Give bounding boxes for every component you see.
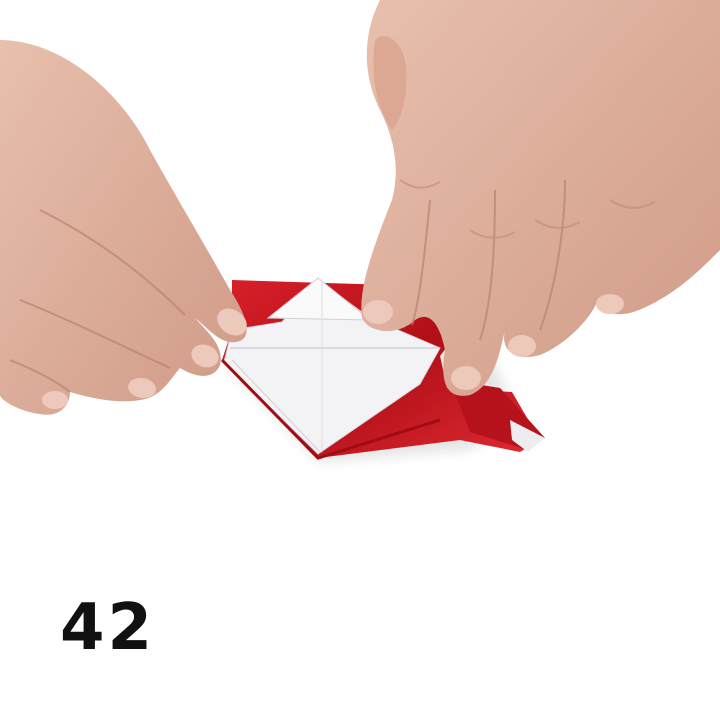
origami-white-triangle (266, 277, 372, 321)
right-hand (361, 0, 720, 396)
step-number: 42 (60, 591, 156, 665)
left-hand (0, 40, 247, 415)
